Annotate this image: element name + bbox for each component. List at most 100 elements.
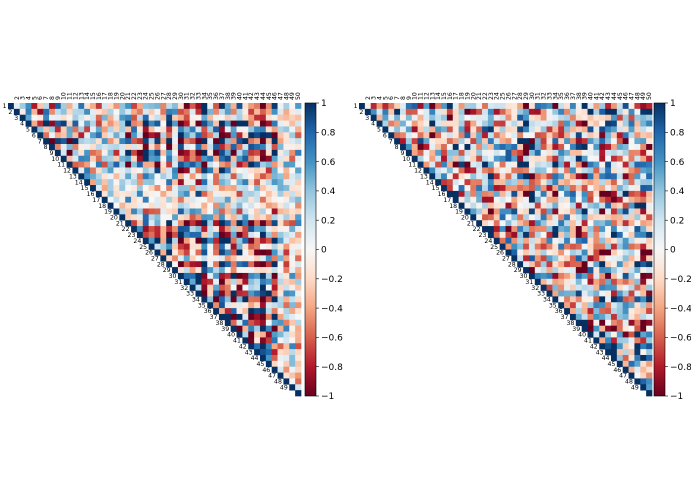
heatmap-cell [201, 155, 208, 162]
heatmap-cell [101, 126, 108, 133]
heatmap-cell [622, 155, 629, 162]
heatmap-cell [119, 138, 126, 145]
heatmap-cell [622, 226, 629, 233]
row-label: 16 [438, 191, 446, 198]
colorbar-tick-label: 0.2 [670, 216, 684, 226]
heatmap-cell [213, 190, 220, 198]
heatmap-cell [528, 138, 536, 145]
heatmap-cell [254, 325, 261, 332]
heatmap-cell [593, 308, 600, 315]
heatmap-cell [295, 185, 302, 192]
heatmap-cell [517, 120, 524, 127]
heatmap-cell [528, 226, 536, 233]
heatmap-cell [540, 284, 547, 291]
heatmap-cell [177, 120, 185, 127]
heatmap-cell [154, 103, 161, 110]
heatmap-cell [265, 360, 273, 368]
column-label: 36 [564, 92, 571, 100]
heatmap-cell [224, 237, 232, 244]
heatmap-cell [587, 249, 594, 256]
heatmap-cell [417, 126, 424, 133]
heatmap-cell [283, 214, 290, 221]
heatmap-cell [213, 308, 220, 315]
heatmap-cell [610, 103, 618, 110]
heatmap-cell [172, 208, 179, 215]
heatmap-cell [236, 132, 243, 139]
heatmap-cell [499, 161, 506, 168]
heatmap-cell [224, 103, 232, 110]
heatmap-cell [470, 155, 477, 162]
heatmap-cell [634, 208, 641, 215]
heatmap-cell [154, 179, 161, 186]
heatmap-cell [95, 103, 103, 110]
heatmap-cell [646, 126, 653, 133]
heatmap-cell [289, 179, 296, 186]
heatmap-cell [201, 243, 208, 250]
heatmap-cell [254, 278, 261, 286]
heatmap-cell [113, 179, 120, 186]
heatmap-cell [224, 126, 232, 133]
heatmap-cell [230, 185, 237, 192]
heatmap-cell [154, 149, 161, 157]
heatmap-cell [634, 302, 641, 309]
heatmap-cell [517, 103, 524, 110]
column-label: 5 [382, 96, 389, 100]
column-label: 17 [453, 92, 460, 100]
heatmap-cell [224, 231, 232, 239]
heatmap-cell [634, 290, 641, 297]
heatmap-cell [446, 126, 454, 133]
heatmap-cell [218, 185, 226, 192]
heatmap-cell [411, 132, 418, 139]
column-label: 37 [219, 92, 226, 100]
row-label: 32 [531, 285, 539, 292]
heatmap-cell [569, 267, 577, 274]
heatmap-cell [265, 267, 273, 274]
heatmap-cell [435, 161, 442, 168]
heatmap-cell [487, 196, 495, 203]
heatmap-cell [429, 120, 436, 127]
heatmap-cell [142, 231, 149, 239]
colorbar-tick-label: −0.2 [321, 275, 343, 285]
heatmap-cell [224, 179, 232, 186]
heatmap-cell [172, 132, 179, 139]
heatmap-cell [610, 290, 618, 297]
heatmap-cell [295, 231, 302, 239]
heatmap-cell [587, 173, 594, 180]
heatmap-cell [148, 155, 155, 162]
heatmap-cell [131, 132, 138, 139]
heatmap-cell [593, 272, 600, 280]
heatmap-cell [546, 190, 553, 198]
heatmap-cell [517, 161, 524, 168]
heatmap-cell [242, 220, 249, 227]
row-label: 31 [174, 279, 182, 286]
heatmap-cell [622, 243, 629, 250]
heatmap-cell [259, 325, 267, 332]
heatmap-cell [569, 284, 577, 291]
heatmap-cell [248, 313, 255, 321]
heatmap-cell [382, 114, 389, 121]
heatmap-cell [84, 179, 91, 186]
heatmap-cell [213, 202, 220, 209]
heatmap-cell [248, 325, 255, 332]
heatmap-cell [242, 255, 249, 262]
heatmap-cell [640, 231, 647, 239]
heatmap-cell [230, 167, 237, 174]
heatmap-cell [505, 149, 512, 157]
heatmap-cell [646, 378, 653, 385]
heatmap-cell [610, 202, 618, 209]
heatmap-cell [213, 214, 220, 221]
heatmap-cell [599, 284, 606, 291]
heatmap-cell [640, 354, 647, 362]
heatmap-cell [446, 144, 454, 151]
heatmap-cell [523, 120, 530, 127]
heatmap-cell [411, 120, 418, 127]
heatmap-cell [148, 138, 155, 145]
heatmap-cell [125, 179, 132, 186]
heatmap-cell [142, 226, 149, 233]
heatmap-cell [640, 308, 647, 315]
column-label: 4 [26, 96, 33, 100]
heatmap-cell [265, 249, 273, 256]
heatmap-cell [411, 108, 418, 116]
heatmap-cell [593, 155, 600, 162]
heatmap-cell [646, 255, 653, 262]
